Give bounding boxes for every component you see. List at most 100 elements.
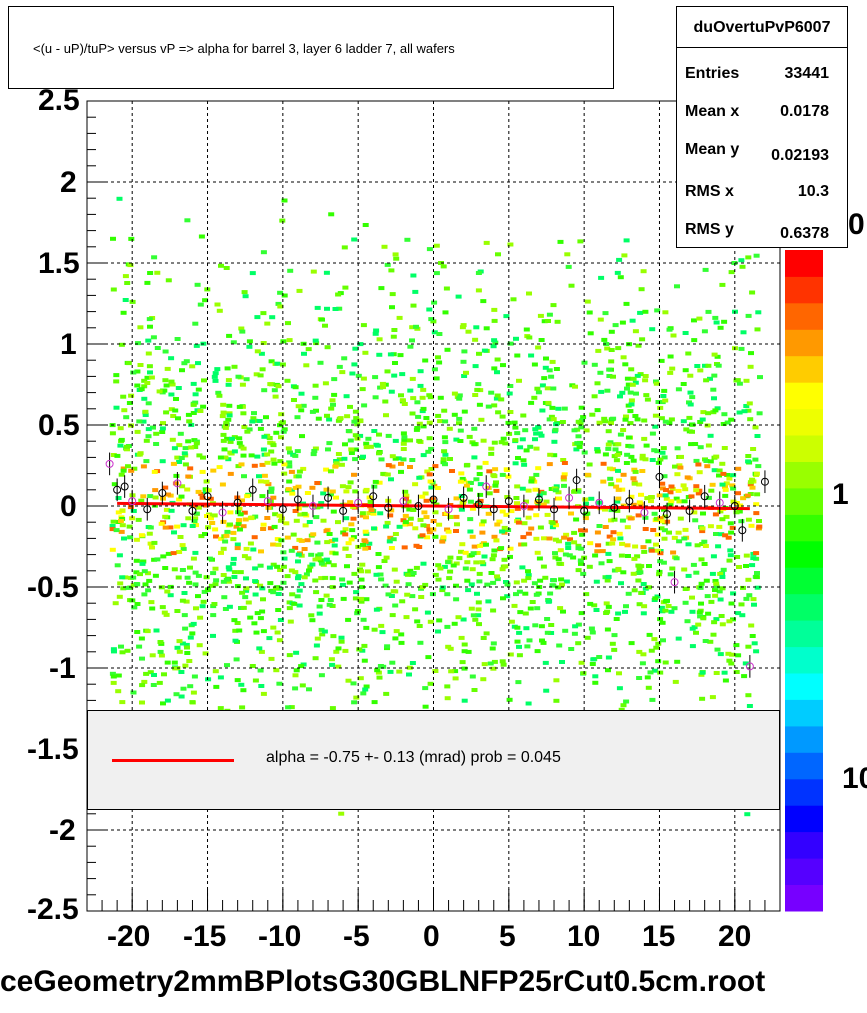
heatmap-cell (578, 405, 585, 410)
heatmap-cell (663, 488, 669, 492)
heatmap-cell (312, 557, 319, 562)
heatmap-cell (475, 382, 482, 387)
heatmap-cell (335, 646, 342, 651)
heatmap-cell (256, 474, 262, 479)
heatmap-cell (642, 309, 649, 314)
heatmap-cell (618, 707, 625, 712)
heatmap-cell (389, 292, 396, 297)
heatmap-cell (416, 475, 423, 480)
heatmap-cell (279, 362, 286, 367)
heatmap-cell (582, 497, 589, 502)
heatmap-cell (619, 487, 626, 492)
heatmap-cell (436, 522, 443, 527)
heatmap-cell (459, 542, 466, 547)
heatmap-cell (342, 546, 349, 551)
heatmap-cell (588, 626, 595, 631)
heatmap-cell (548, 374, 555, 379)
heatmap-cell (666, 421, 673, 425)
heatmap-cell (561, 535, 568, 540)
heatmap-cell (426, 472, 433, 477)
heatmap-cell (284, 378, 291, 383)
heatmap-cell (735, 611, 742, 616)
z-axis-label: 10 (842, 762, 867, 795)
heatmap-cell (377, 572, 384, 577)
heatmap-cell (520, 413, 527, 418)
heatmap-cell (291, 398, 297, 402)
heatmap-cell (640, 545, 647, 550)
heatmap-cell (629, 382, 636, 387)
heatmap-cell (628, 494, 635, 499)
heatmap-cell (131, 466, 138, 471)
heatmap-cell (649, 697, 656, 702)
heatmap-cell (260, 527, 267, 531)
heatmap-cell (351, 472, 357, 477)
heatmap-cell (604, 388, 611, 393)
heatmap-cell (354, 422, 361, 427)
heatmap-cell (141, 396, 148, 401)
heatmap-cell (215, 390, 222, 395)
heatmap-cell (303, 572, 310, 577)
heatmap-cell (675, 387, 682, 392)
heatmap-cell (204, 514, 210, 518)
heatmap-cell (392, 532, 399, 536)
x-tick-label: -15 (183, 920, 227, 953)
heatmap-cell (432, 572, 439, 577)
profile-point (173, 479, 182, 488)
stats-value: 0.02193 (771, 147, 829, 164)
heatmap-cell (506, 391, 513, 396)
heatmap-cell (335, 520, 341, 525)
heatmap-cell (307, 564, 314, 569)
heatmap-cell (653, 542, 659, 547)
heatmap-cell (230, 340, 237, 345)
heatmap-cell (536, 556, 543, 561)
heatmap-cell (699, 526, 706, 531)
heatmap-cell (659, 450, 666, 455)
heatmap-cell (309, 562, 316, 567)
heatmap-cell (555, 557, 562, 562)
heatmap-cell (389, 454, 396, 459)
heatmap-cell (314, 481, 321, 485)
profile-point (625, 497, 634, 506)
profile-point (685, 506, 694, 515)
heatmap-cell (240, 524, 247, 529)
heatmap-cell (134, 602, 141, 606)
heatmap-cell (208, 583, 215, 588)
heatmap-cell (614, 499, 621, 504)
heatmap-cell (292, 673, 299, 678)
heatmap-cell (559, 660, 565, 664)
heatmap-cell (656, 493, 663, 498)
heatmap-cell (244, 429, 251, 434)
heatmap-cell (712, 315, 719, 320)
heatmap-cell (720, 471, 727, 476)
heatmap-cell (711, 352, 718, 357)
heatmap-cell (329, 550, 336, 555)
heatmap-cell (469, 674, 476, 679)
heatmap-cell (658, 605, 665, 610)
heatmap-cell (538, 338, 545, 342)
heatmap-cell (465, 588, 472, 593)
heatmap-cell (329, 576, 336, 581)
heatmap-cell (639, 661, 646, 666)
heatmap-cell (333, 461, 340, 466)
heatmap-cell (326, 532, 333, 536)
heatmap-cell (728, 270, 735, 275)
heatmap-cell (707, 376, 713, 381)
heatmap-cell (348, 451, 355, 455)
x-tick-label: 20 (718, 920, 752, 953)
heatmap-cell (393, 256, 400, 261)
heatmap-cell (578, 425, 585, 430)
heatmap-cell (189, 524, 196, 528)
heatmap-cell (289, 491, 296, 496)
profile-point (369, 492, 378, 501)
heatmap-cell (686, 415, 693, 420)
heatmap-cell (534, 500, 541, 505)
heatmap-cell (358, 569, 365, 574)
heatmap-cell (618, 553, 625, 558)
heatmap-cell (335, 452, 342, 456)
heatmap-cell (257, 616, 264, 621)
heatmap-cell (343, 489, 350, 494)
heatmap-cell (351, 419, 358, 424)
heatmap-cell (494, 522, 501, 527)
heatmap-cell (705, 443, 712, 448)
heatmap-cell (242, 294, 249, 299)
